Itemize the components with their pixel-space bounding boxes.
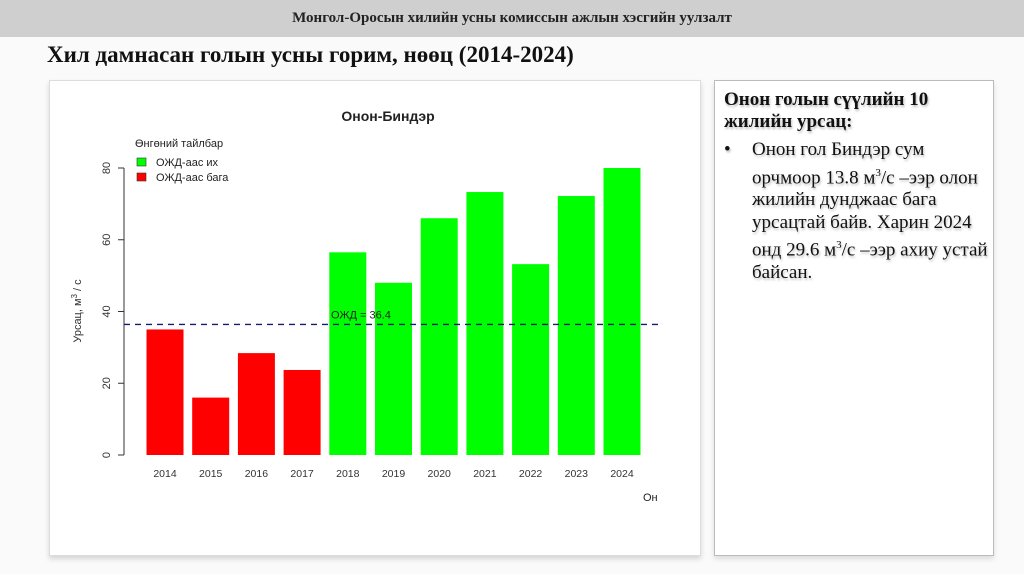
y-tick-label: 20	[101, 377, 113, 389]
legend-title: Өнгөний тайлбар	[135, 138, 223, 150]
legend-label: ОЖД-аас бага	[156, 172, 229, 184]
chart-title: Онон-Биндэр	[341, 108, 434, 124]
legend-label: ОЖД-аас их	[156, 157, 219, 169]
x-tick-label: 2021	[473, 468, 497, 480]
bar-2022	[512, 264, 550, 455]
x-tick-label: 2016	[245, 468, 269, 480]
x-tick-label: 2014	[153, 468, 177, 480]
y-tick-label: 80	[101, 162, 113, 174]
mean-line-label: ОЖД = 36.4	[331, 309, 391, 321]
y-axis-label: Урсац, м3 / с	[70, 279, 84, 343]
bar-2019	[375, 282, 412, 455]
bullet-text: Онон гол Биндэр сум орчмоор 13.8 м3/с –э…	[752, 139, 988, 284]
x-axis-label: Он	[643, 492, 658, 504]
panel-heading: Онон голын сүүлийн 10 жилийн урсац:	[724, 89, 929, 132]
chart-frame: Онон-Биндэр 0 20 40 60 80 Урсац, м3 / с 2014 201…	[49, 80, 701, 556]
x-tick-label: 2018	[336, 468, 360, 480]
summary-panel: Онон голын сүүлийн 10 жилийн урсац: • Он…	[714, 80, 994, 556]
bar-2021	[466, 192, 504, 455]
banner-text: Монгол-Оросын хилийн усны комиссын ажлын…	[292, 10, 732, 26]
x-tick-label: 2020	[428, 468, 452, 480]
bar-2024	[603, 168, 641, 455]
x-tick-label: 2017	[290, 468, 314, 480]
bar-2017	[283, 369, 321, 455]
bar-2023	[557, 195, 595, 456]
x-tick-label: 2024	[610, 468, 634, 480]
bar-chart: Онон-Биндэр 0 20 40 60 80 Урсац, м3 / с 2014 201…	[70, 108, 662, 504]
bar-2015	[192, 397, 230, 455]
x-tick-label: 2015	[199, 468, 223, 480]
header-banner: Монгол-Оросын хилийн усны комиссын ажлын…	[0, 0, 1024, 37]
x-tick-label: 2023	[565, 468, 589, 480]
bar-2016	[237, 353, 275, 455]
bullet-icon: •	[724, 139, 731, 160]
y-tick-label: 0	[101, 452, 113, 458]
y-tick-label: 40	[101, 305, 113, 317]
x-tick-label: 2022	[519, 468, 543, 480]
panel-bullet: • Онон гол Биндэр сум орчмоор 13.8 м3/с …	[724, 139, 989, 285]
bar-2014	[146, 329, 184, 455]
legend-swatch	[136, 172, 147, 182]
y-tick-label: 60	[101, 234, 113, 246]
legend-swatch	[136, 157, 147, 167]
slide-title: Хил дамнасан голын усны горим, нөөц (201…	[47, 42, 574, 67]
x-tick-label: 2019	[382, 468, 406, 480]
bar-2018	[329, 252, 367, 455]
bar-2020	[420, 218, 458, 455]
